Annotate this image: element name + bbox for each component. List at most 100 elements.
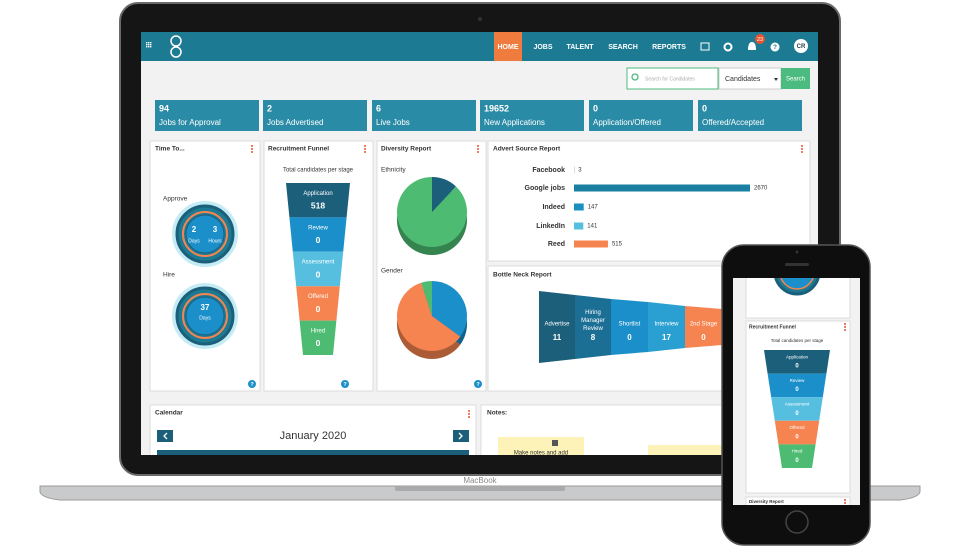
stage-value: 0: [316, 235, 321, 245]
kpi-card[interactable]: [372, 100, 476, 131]
nav-item[interactable]: SEARCH: [608, 44, 638, 51]
ring-label: Hire: [163, 272, 175, 279]
menu-dot[interactable]: [844, 499, 846, 501]
funnel-stage: [767, 373, 827, 398]
menu-dot[interactable]: [844, 326, 846, 328]
widget-title: Advert Source Report: [493, 146, 561, 153]
menu-dot[interactable]: [364, 145, 366, 147]
help-button[interactable]: [474, 380, 482, 388]
badge-count: 23: [757, 37, 763, 43]
kpi-label: Jobs Advertised: [267, 118, 323, 127]
kpi-card[interactable]: [480, 100, 584, 131]
menu-dot[interactable]: [844, 502, 846, 504]
menu-dot[interactable]: [251, 148, 253, 150]
panel: [487, 140, 811, 262]
kpi-value: 6: [376, 103, 381, 113]
source-value: 3: [578, 168, 582, 174]
menu-dot[interactable]: [801, 148, 803, 150]
apps-icon: [146, 44, 148, 46]
pie-slice: [432, 281, 468, 337]
calendar-month: January 2020: [280, 430, 347, 442]
stage-value: 0: [316, 304, 321, 314]
source-name: Indeed: [542, 204, 565, 211]
apps-icon: [150, 44, 152, 46]
menu-dot[interactable]: [477, 145, 479, 147]
kpi-card[interactable]: [698, 100, 802, 131]
logo: [170, 35, 182, 47]
bottleneck-value: 11: [553, 333, 562, 342]
bottleneck-name: 2nd Stage: [690, 322, 718, 328]
pie-slice: [397, 177, 467, 248]
bottleneck-stage: [648, 302, 685, 352]
menu-dot[interactable]: [364, 151, 366, 153]
nav-item[interactable]: JOBS: [533, 44, 552, 51]
source-value: 515: [612, 242, 623, 248]
ring-inner: [780, 278, 814, 290]
menu-dot[interactable]: [468, 410, 470, 412]
bottleneck-name: Hiring Manager Review: [581, 310, 605, 332]
apps-icon: [148, 42, 150, 44]
search-input[interactable]: [626, 67, 719, 90]
menu-dot[interactable]: [801, 145, 803, 147]
nav-item[interactable]: TALENT: [566, 44, 594, 51]
screen-bottom: [141, 455, 818, 472]
kpi-card[interactable]: [589, 100, 693, 131]
ring-core: [185, 296, 225, 336]
search-button[interactable]: [781, 68, 810, 89]
widget-title: Calendar: [155, 410, 183, 417]
widget-title: Diversity Report: [381, 146, 432, 153]
bottleneck-stage: [539, 291, 575, 363]
ring-value: 37: [201, 303, 210, 312]
menu-dot[interactable]: [251, 145, 253, 147]
bottleneck-value: 0: [701, 333, 706, 342]
ring-unit: Days: [199, 315, 211, 321]
kpi-value: 94: [159, 103, 169, 113]
funnel-stage: [286, 183, 350, 218]
stage-value: 0: [316, 269, 321, 279]
next-button[interactable]: [453, 430, 469, 442]
stage-name: Review: [790, 378, 806, 383]
help-button[interactable]: [341, 380, 349, 388]
help-mark: ?: [476, 382, 480, 388]
source-name: Reed: [548, 241, 565, 248]
menu-dot[interactable]: [468, 416, 470, 418]
menu-dot[interactable]: [477, 148, 479, 150]
widget-title: Recruitment Funnel: [268, 146, 329, 153]
pie-slice: [397, 282, 461, 351]
menu-dot[interactable]: [844, 329, 846, 331]
menu-dot[interactable]: [801, 151, 803, 153]
speaker: [785, 263, 809, 266]
menu-dot[interactable]: [477, 151, 479, 153]
select-value: Candidates: [725, 76, 761, 83]
menu-dot[interactable]: [251, 151, 253, 153]
ring-label: Approve: [163, 196, 188, 203]
nav-item[interactable]: HOME: [498, 44, 519, 51]
help-button[interactable]: [248, 380, 256, 388]
avatar[interactable]: [794, 39, 808, 53]
prev-button[interactable]: [157, 430, 173, 442]
funnel-stage: [771, 397, 823, 421]
note-icon: [552, 440, 558, 446]
funnel-stage: [764, 350, 830, 374]
funnel-stage: [289, 217, 347, 252]
nav-item[interactable]: REPORTS: [652, 44, 686, 51]
source-bar: [574, 240, 608, 248]
menu-dot[interactable]: [364, 148, 366, 150]
kpi-label: Offered/Accepted: [702, 118, 764, 127]
stage-name: Review: [308, 225, 328, 231]
menu-dot[interactable]: [468, 413, 470, 415]
home-button[interactable]: [785, 510, 809, 534]
search-icon: [631, 73, 639, 81]
apps-icon: [148, 44, 150, 46]
stage-name: Hired: [792, 449, 803, 454]
kpi-card[interactable]: [155, 100, 259, 131]
ring-core: [185, 214, 225, 254]
widget-subtitle: Total candidates per stage: [283, 168, 354, 174]
kpi-card[interactable]: [263, 100, 367, 131]
stage-value: 0: [795, 387, 799, 393]
funnel-stage: [778, 444, 816, 468]
bottleneck-name: Interview: [654, 322, 679, 328]
help-icon[interactable]: [770, 42, 780, 52]
menu-dot[interactable]: [844, 323, 846, 325]
